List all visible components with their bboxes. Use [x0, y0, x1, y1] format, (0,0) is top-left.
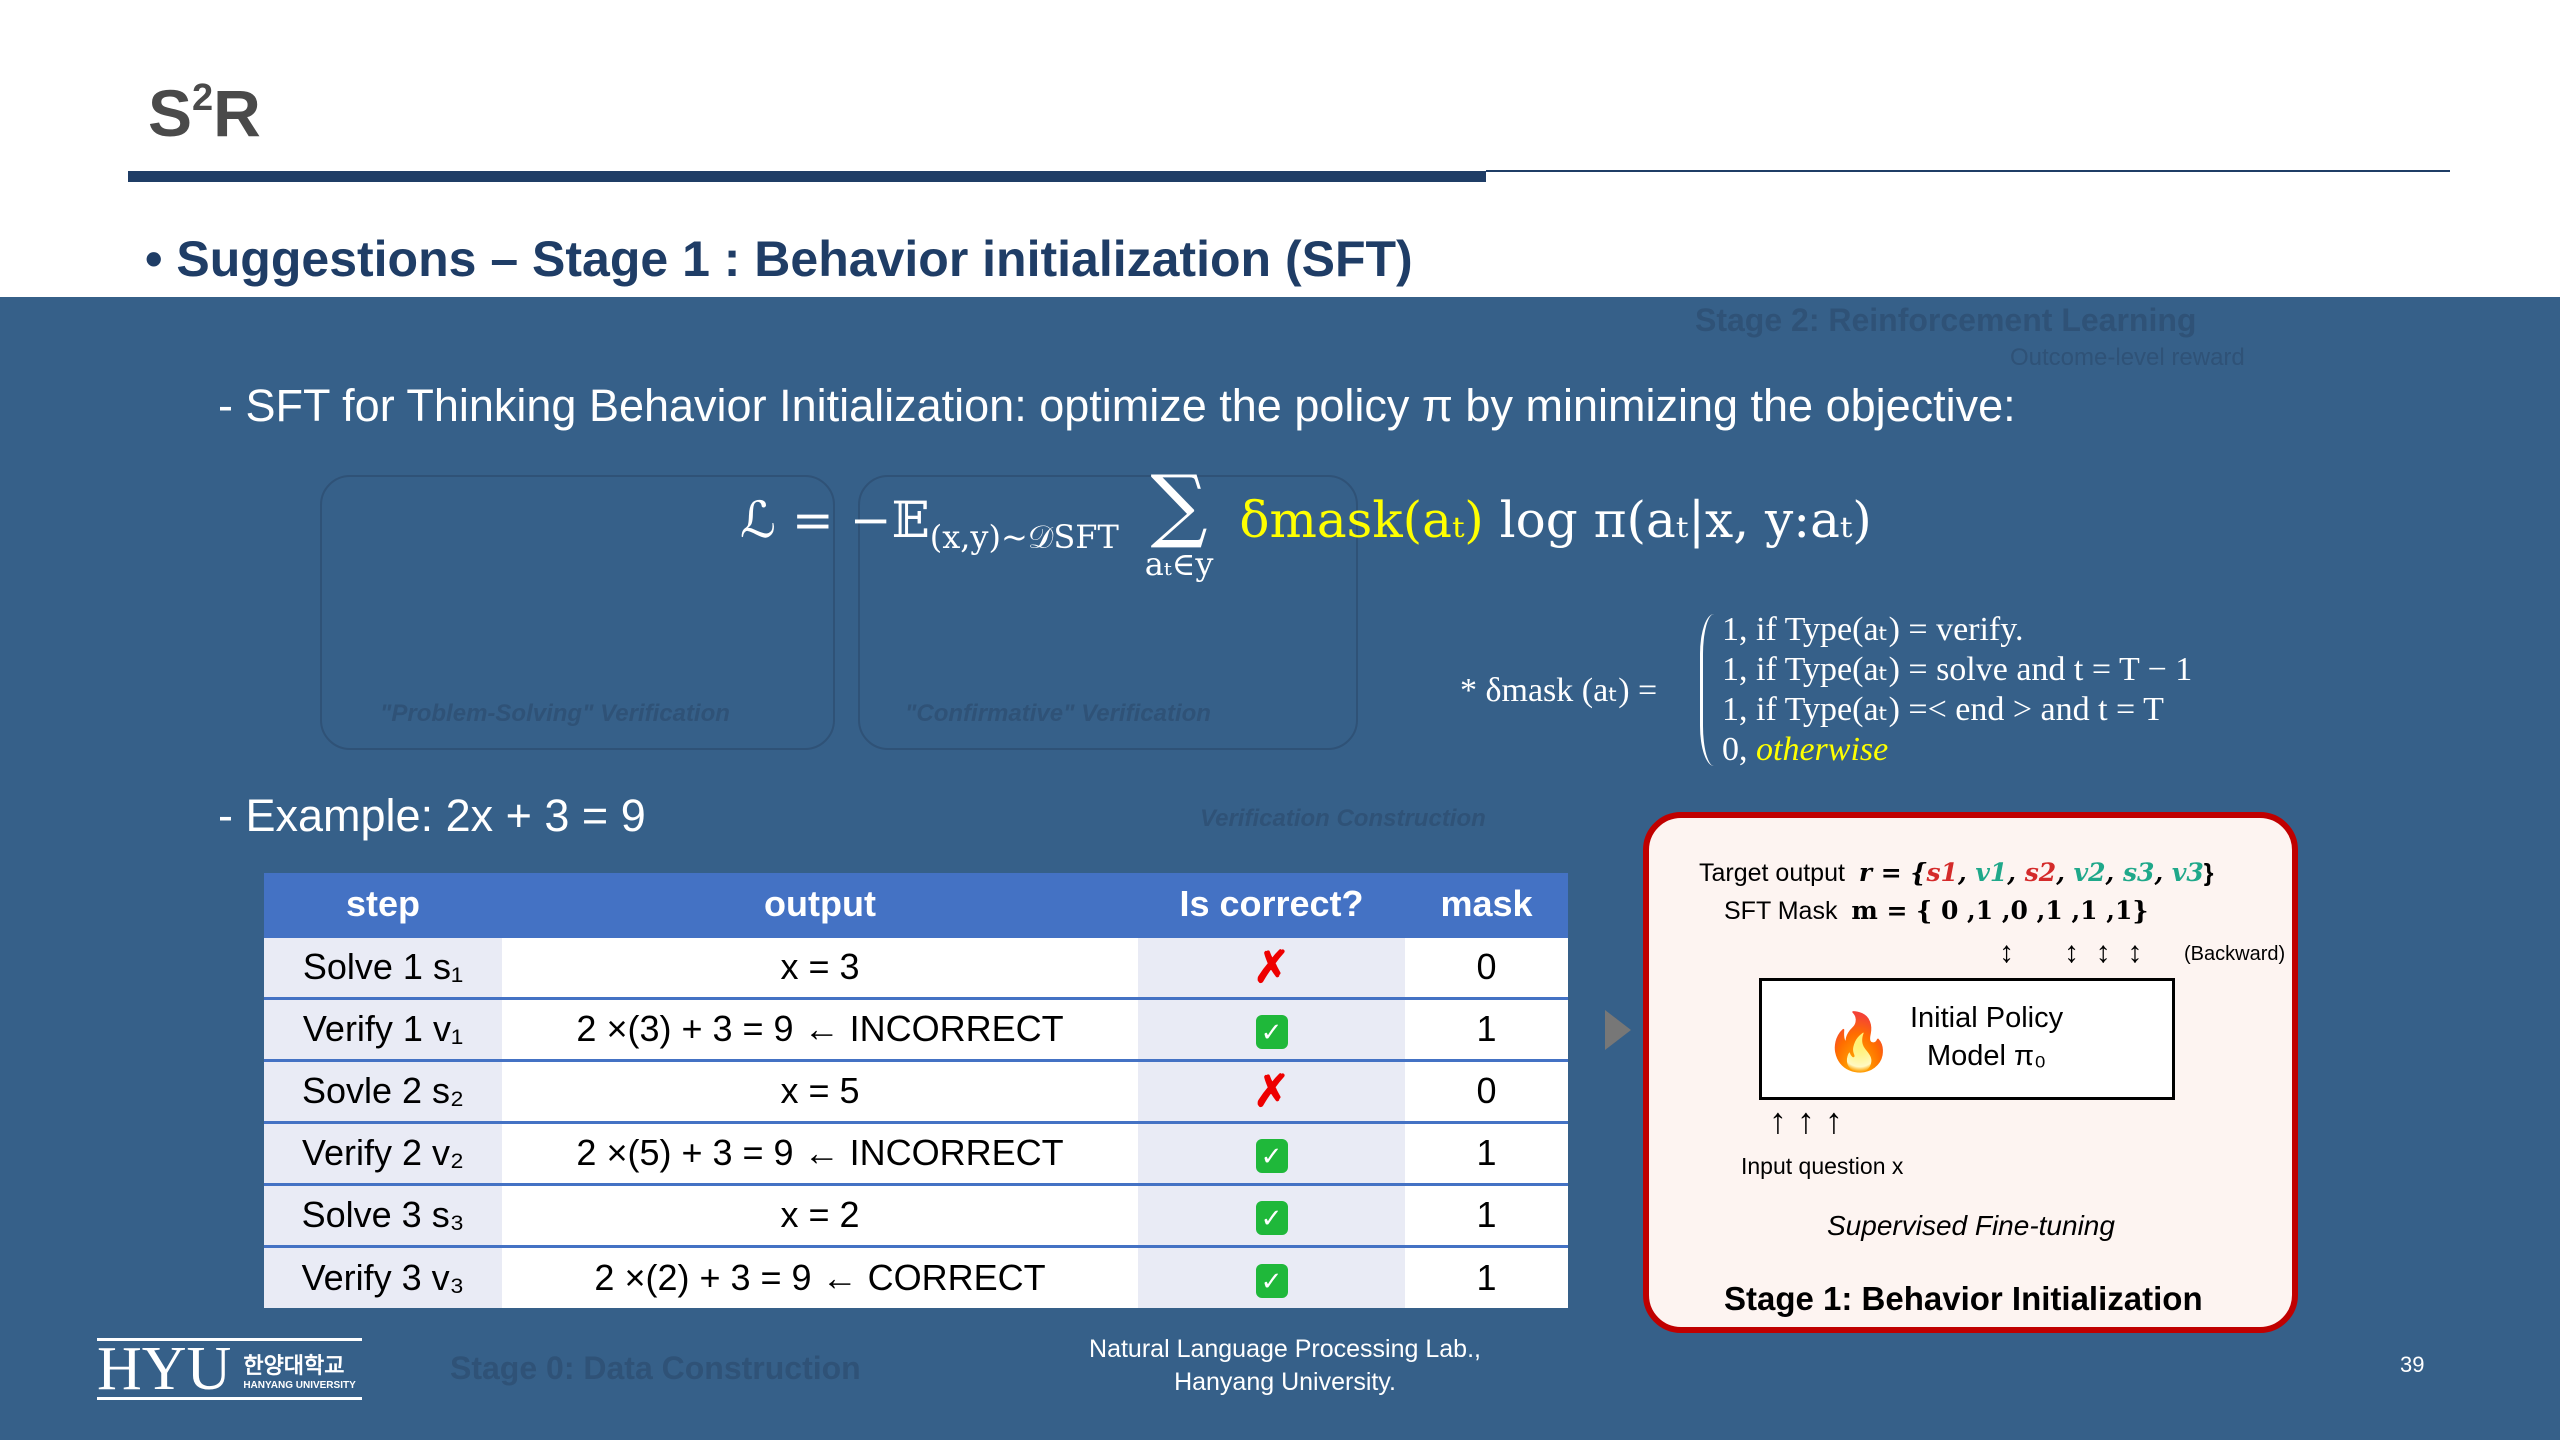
cell-step: Verify 3 v₃	[264, 1244, 502, 1308]
cell-mask: 1	[1405, 1120, 1568, 1184]
table-row: Verify 1 v₁ 2 ×(3) + 3 = 9 ← INCORRECT ✓…	[264, 996, 1568, 1060]
check-icon: ✓	[1255, 1139, 1288, 1173]
cross-icon: ✗	[1253, 942, 1290, 992]
target-item: v3	[2171, 858, 2204, 887]
ghost-cv: "Confirmative" Verification	[905, 700, 1211, 727]
cell-mask: 1	[1405, 1182, 1568, 1246]
cell-step: Verify 2 v₂	[264, 1120, 502, 1184]
cell-output: 2 ×(3) + 3 = 9 ← INCORRECT	[502, 996, 1138, 1060]
slide-title: S2R	[148, 76, 261, 150]
ghost-box-2	[858, 475, 1358, 750]
initial-policy-model: 🔥 Initial Policy Model π₀	[1759, 978, 2175, 1100]
cell-output: x = 3	[502, 934, 1138, 998]
cell-correct: ✗	[1138, 934, 1405, 998]
cell-mask: 0	[1405, 1058, 1568, 1122]
ghost-stage0: Stage 0: Data Construction	[450, 1350, 861, 1386]
objective-description: - SFT for Thinking Behavior Initializati…	[218, 380, 2016, 431]
hyu-logo: HYU 한양대학교 HANYANG UNIVERSITY	[97, 1338, 362, 1400]
ghost-ps: "Problem-Solving" Verification	[380, 700, 730, 727]
input-question: Input question x	[1741, 1153, 1904, 1179]
target-item: v1	[1975, 858, 2008, 887]
cell-correct: ✗	[1138, 1058, 1405, 1122]
cell-correct: ✓	[1138, 996, 1405, 1060]
cell-step: Solve 1 s₁	[264, 934, 502, 998]
cell-step: Solve 3 s₃	[264, 1182, 502, 1246]
backward-arrows: ↕ ↕ ↕ ↕	[1999, 936, 2143, 969]
check-icon: ✓	[1255, 1015, 1288, 1049]
fire-icon: 🔥	[1824, 1010, 1894, 1073]
section-heading: • Suggestions – Stage 1 : Behavior initi…	[145, 231, 1413, 287]
cell-step: Sovle 2 s₂	[264, 1058, 502, 1122]
cell-output: 2 ×(5) + 3 = 9 ← INCORRECT	[502, 1120, 1138, 1184]
sft-mask: SFT Mask m = { 0 ,1 ,0 ,1 ,1 ,1}	[1724, 896, 2149, 925]
check-icon: ✓	[1255, 1263, 1288, 1298]
title-underline	[128, 171, 1486, 182]
cell-correct: ✓	[1138, 1244, 1405, 1308]
header-mask: mask	[1405, 873, 1568, 936]
backward-label: (Backward)	[2184, 943, 2286, 965]
table-row: Solve 1 s₁ x = 3 ✗ 0	[264, 934, 1568, 998]
mask-table: step output Is correct? mask Solve 1 s₁ …	[264, 873, 1568, 1308]
target-item: v2	[2073, 858, 2106, 887]
arrow-right-icon	[1605, 1010, 1631, 1050]
target-item: s2	[2024, 858, 2057, 887]
input-arrows: ↑ ↑ ↑	[1769, 1100, 1844, 1141]
ghost-stage2: Stage 2: Reinforcement Learning	[1695, 302, 2197, 338]
brace	[1700, 614, 1714, 766]
ghost-vc: Verification Construction	[1200, 805, 1486, 832]
header-correct: Is correct?	[1138, 873, 1405, 936]
cell-step: Verify 1 v₁	[264, 996, 502, 1060]
sft-loss-formula: ℒ = −𝔼(x,y)~𝒟SFT ∑ aₜ∈y δmask(aₜ) log π(a…	[740, 458, 1872, 584]
title-underline-thin	[1486, 170, 2450, 172]
cell-correct: ✓	[1138, 1120, 1405, 1184]
table-row: Verify 3 v₃ 2 ×(2) + 3 = 9 ← CORRECT ✓ 1	[264, 1244, 1568, 1308]
header-step: step	[264, 873, 502, 936]
cell-mask: 0	[1405, 934, 1568, 998]
cell-output: x = 5	[502, 1058, 1138, 1122]
cross-icon: ✗	[1253, 1066, 1290, 1116]
example-label: - Example: 2x + 3 = 9	[218, 790, 646, 841]
cell-output: 2 ×(2) + 3 = 9 ← CORRECT	[502, 1244, 1138, 1308]
target-item: s3	[2122, 858, 2155, 887]
check-icon: ✓	[1255, 1201, 1288, 1235]
ghost-box-1	[320, 475, 835, 750]
cell-mask: 1	[1405, 1244, 1568, 1308]
header-output: output	[502, 873, 1138, 936]
cell-output: x = 2	[502, 1182, 1138, 1246]
cell-correct: ✓	[1138, 1182, 1405, 1246]
cell-mask: 1	[1405, 996, 1568, 1060]
footer-lab: Natural Language Processing Lab., Hanyang…	[1089, 1335, 1481, 1396]
table-row: Verify 2 v₂ 2 ×(5) + 3 = 9 ← INCORRECT ✓…	[264, 1120, 1568, 1184]
sft-caption: Supervised Fine-tuning	[1827, 1210, 2115, 1241]
target-item: s1	[1926, 858, 1958, 887]
stage1-panel: Target output r = {s1, v1, s2, v2, s3, v…	[1643, 812, 2298, 1333]
target-output: Target output r = {s1, v1, s2, v2, s3, v…	[1699, 858, 2214, 887]
table-row: Solve 3 s₃ x = 2 ✓ 1	[264, 1182, 1568, 1246]
table-row: Sovle 2 s₂ x = 5 ✗ 0	[264, 1058, 1568, 1122]
ghost-outcome: Outcome-level reward	[2010, 344, 2245, 371]
stage1-title: Stage 1: Behavior Initialization	[1724, 1280, 2203, 1317]
page-number: 39	[2400, 1352, 2425, 1377]
